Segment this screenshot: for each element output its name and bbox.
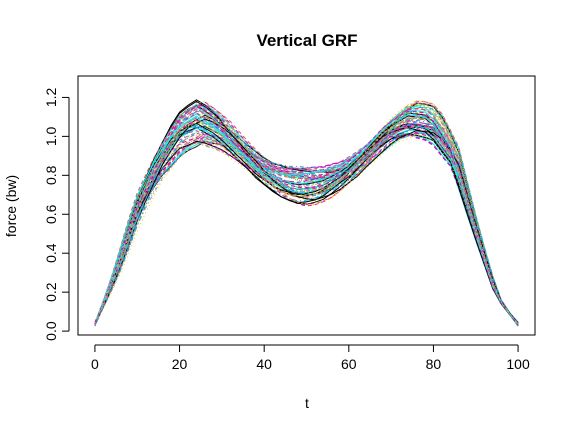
y-axis: 0.0 0.2 0.4 0.6 0.8 1.0 1.2	[43, 87, 70, 341]
y-axis-label: force (bw)	[3, 175, 19, 237]
series-curve	[94, 110, 519, 326]
series-curve	[94, 117, 519, 324]
series-curve	[94, 100, 519, 323]
series-curve	[94, 109, 519, 324]
series-curve	[94, 108, 519, 324]
series-curve	[94, 102, 519, 326]
plot-frame	[77, 75, 536, 336]
x-tick-label: 40	[256, 356, 272, 372]
series-curve	[94, 99, 519, 327]
y-tick-label: 1.2	[43, 87, 59, 107]
series-curve	[94, 102, 519, 326]
series-curve	[94, 131, 519, 325]
x-tick-label: 0	[91, 356, 99, 372]
y-tick-label: 0.0	[43, 321, 59, 341]
series-curve	[94, 108, 519, 325]
series-curve	[94, 102, 519, 326]
series-curve	[94, 103, 519, 326]
series-curve	[94, 116, 519, 326]
chart-title: Vertical GRF	[256, 31, 357, 50]
series-curve	[94, 111, 519, 326]
series-curve	[94, 100, 519, 324]
x-tick-label: 20	[172, 356, 188, 372]
series-curve	[94, 105, 519, 325]
series-curve	[94, 100, 519, 327]
series-curve	[94, 115, 519, 325]
series-curve	[94, 101, 519, 325]
series-curve	[94, 102, 519, 326]
series-curve	[94, 104, 519, 324]
series-curve	[94, 100, 519, 327]
series-curve	[94, 107, 519, 325]
y-tick-label: 0.8	[43, 165, 59, 185]
series-curve	[94, 102, 519, 326]
y-tick-label: 1.0	[43, 126, 59, 146]
x-tick-label: 80	[426, 356, 442, 372]
x-tick-label: 60	[341, 356, 357, 372]
curve-group	[94, 99, 519, 327]
series-curve	[94, 102, 519, 326]
series-curve	[94, 100, 519, 325]
x-axis-label: t	[305, 395, 309, 411]
series-curve	[94, 118, 519, 325]
series-curve	[94, 131, 519, 327]
series-curve	[94, 121, 519, 324]
series-curve	[94, 127, 519, 327]
x-axis: 0 20 40 60 80 100	[91, 344, 530, 372]
series-curve	[94, 125, 519, 325]
y-tick-label: 0.6	[43, 204, 59, 224]
series-curve	[94, 112, 519, 324]
x-tick-label: 100	[506, 356, 530, 372]
y-tick-label: 0.2	[43, 282, 59, 302]
y-tick-label: 0.4	[43, 243, 59, 263]
series-curve	[94, 108, 519, 326]
